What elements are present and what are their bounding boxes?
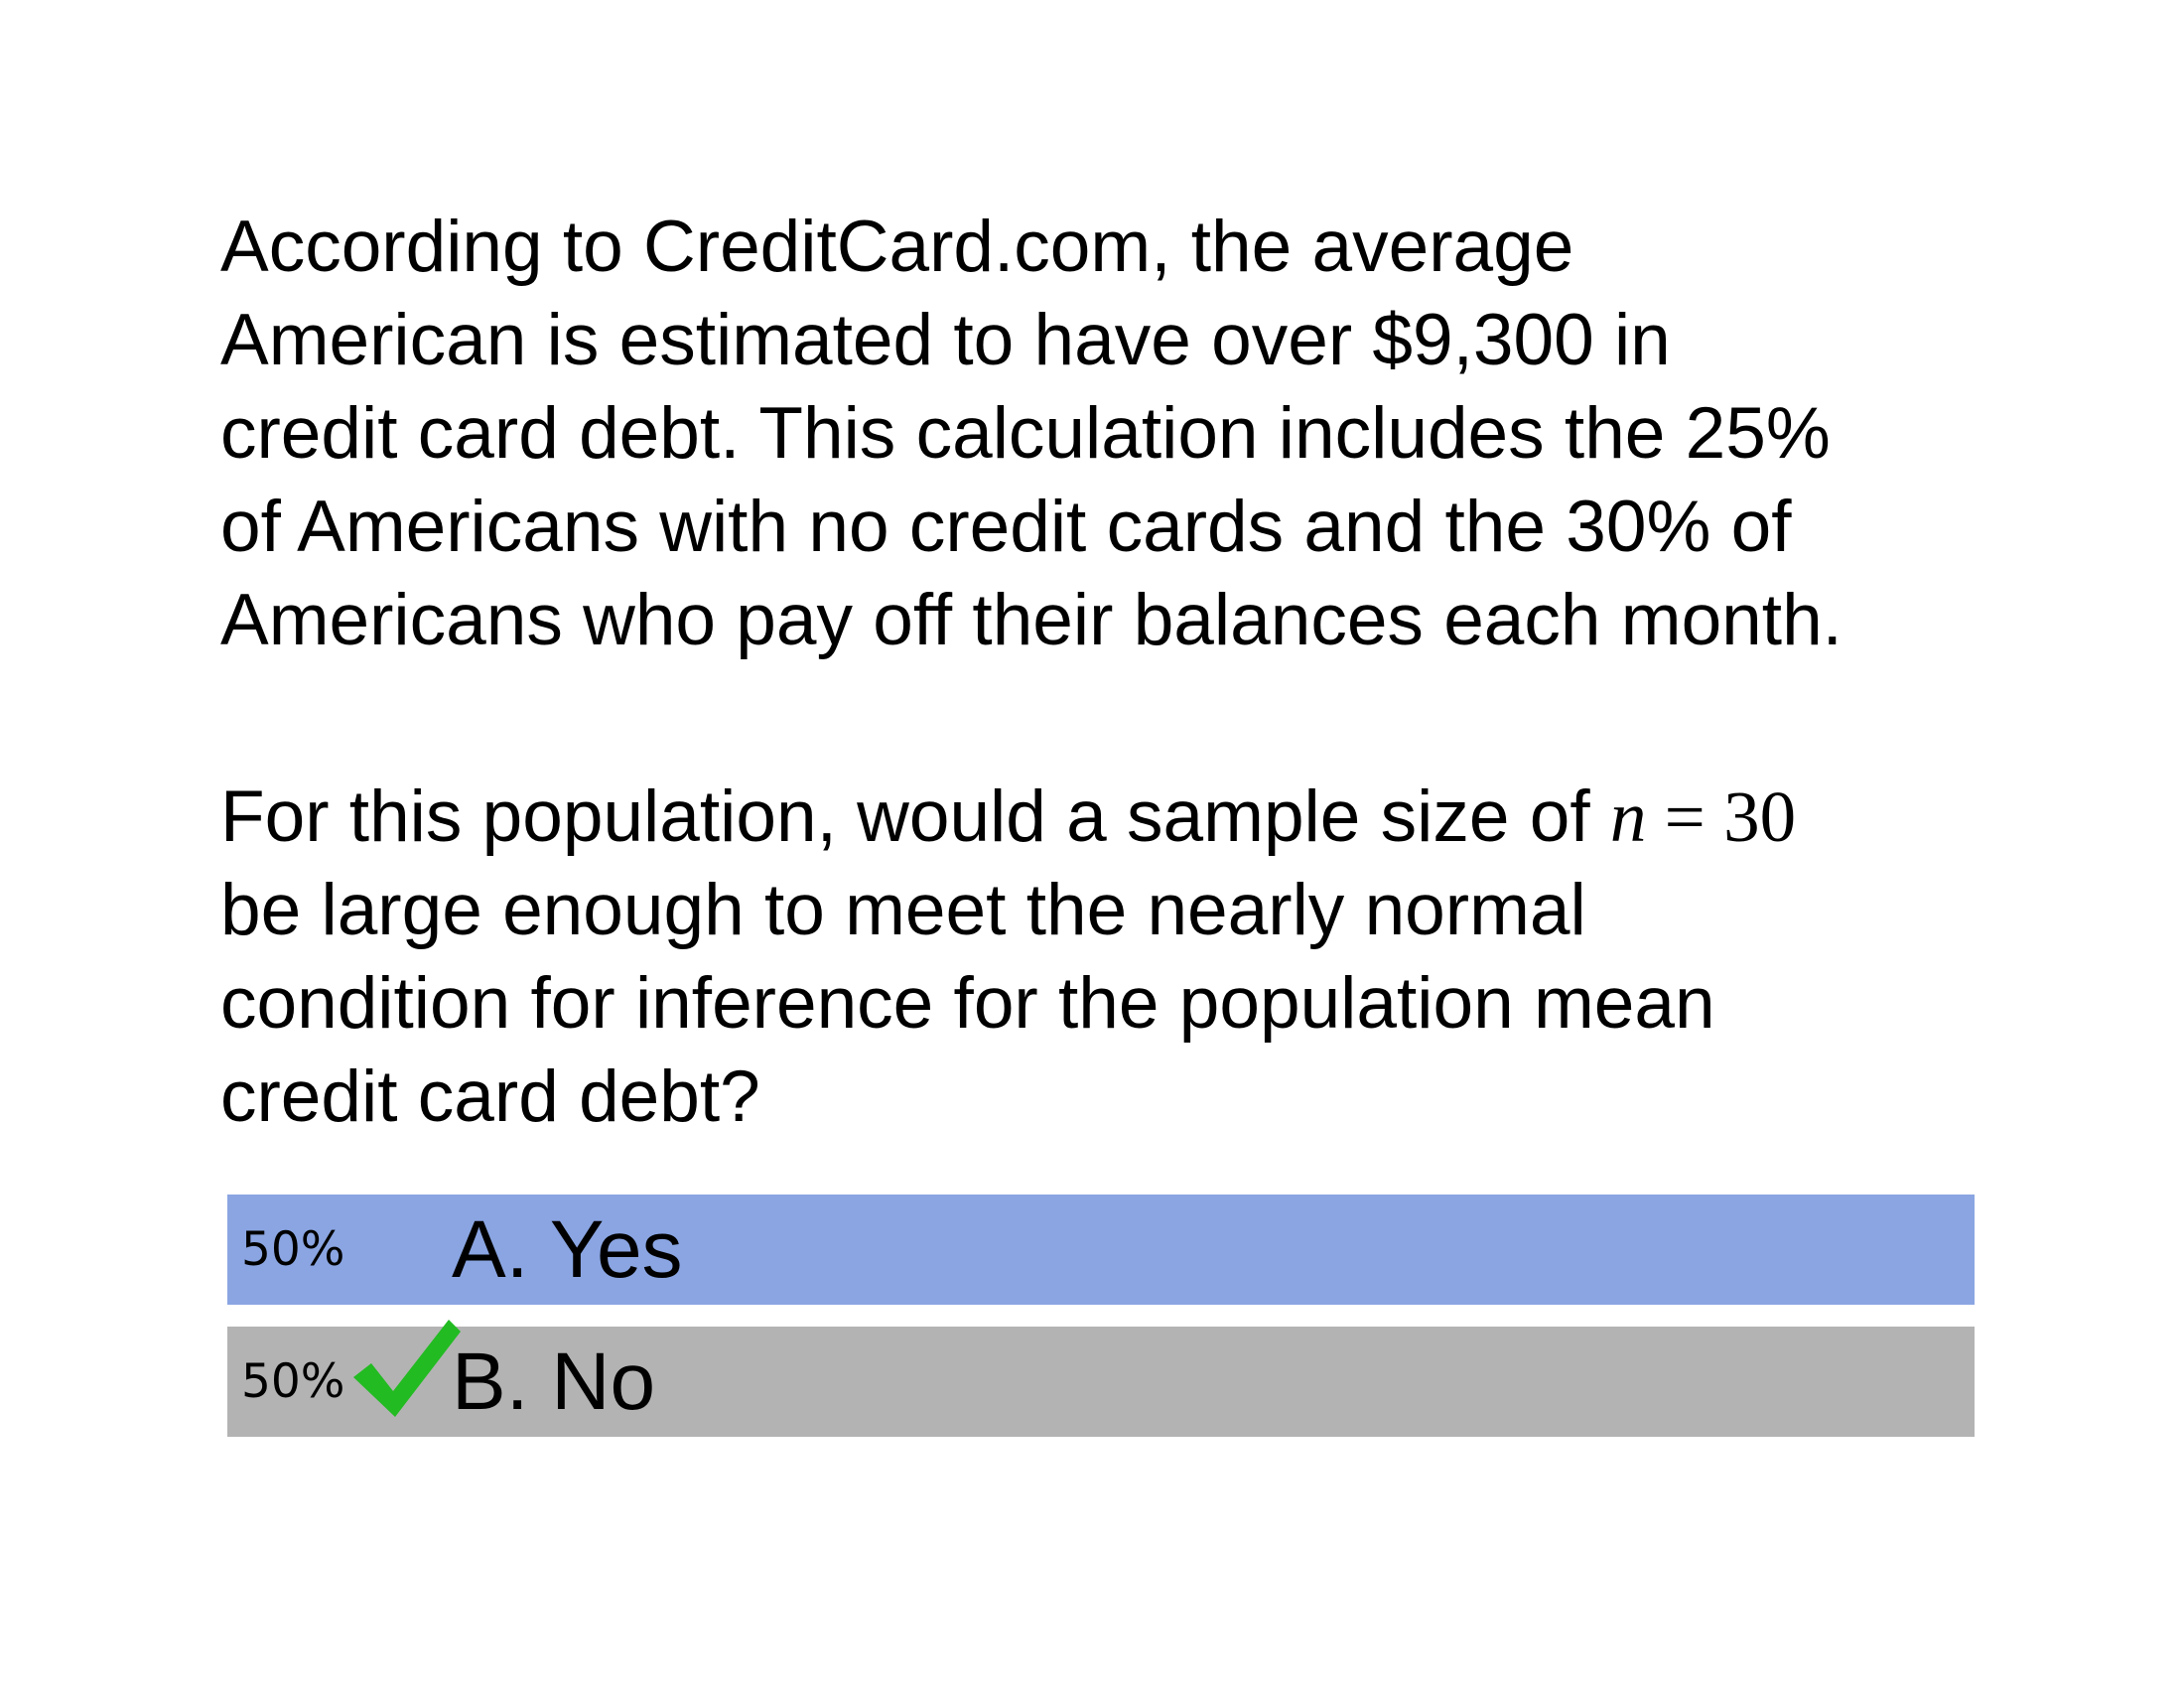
math-equals-value: = 30 xyxy=(1646,776,1797,857)
question-line: credit card debt. This calculation inclu… xyxy=(220,393,1831,474)
question-line: Americans who pay off their balances eac… xyxy=(220,580,1843,660)
math-expression: n = 30 xyxy=(1610,776,1796,857)
question-line: of Americans with no credit cards and th… xyxy=(220,487,1792,567)
question-line: credit card debt? xyxy=(220,1056,760,1137)
question-text: For this population, would a sample size… xyxy=(220,776,1610,857)
question-line: According to CreditCard.com, the average xyxy=(220,207,1574,287)
question-paragraph-2: For this population, would a sample size… xyxy=(220,771,2027,1144)
question-line: condition for inference for the populati… xyxy=(220,963,1715,1044)
answer-option-a[interactable]: 50% A. Yes xyxy=(227,1195,1975,1305)
question-line: be large enough to meet the nearly norma… xyxy=(220,870,1586,950)
option-percent: 50% xyxy=(241,1354,345,1409)
question-paragraph-1: According to CreditCard.com, the average… xyxy=(220,201,2027,667)
answer-option-b[interactable]: 50% B. No xyxy=(227,1320,1975,1437)
question-line-with-math: For this population, would a sample size… xyxy=(220,771,2027,864)
checkmark-icon xyxy=(353,1320,461,1417)
option-label: A. Yes xyxy=(452,1204,683,1295)
math-variable: n xyxy=(1609,776,1647,857)
option-label: B. No xyxy=(452,1336,656,1427)
option-percent: 50% xyxy=(241,1222,345,1277)
question-line: American is estimated to have over $9,30… xyxy=(220,300,1671,380)
